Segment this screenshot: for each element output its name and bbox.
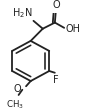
Text: F: F — [53, 75, 59, 85]
Text: OH: OH — [65, 24, 80, 34]
Text: CH$_3$: CH$_3$ — [6, 98, 24, 111]
Text: O: O — [53, 0, 61, 10]
Text: O: O — [14, 84, 21, 94]
Text: H$_2$N: H$_2$N — [12, 6, 33, 20]
